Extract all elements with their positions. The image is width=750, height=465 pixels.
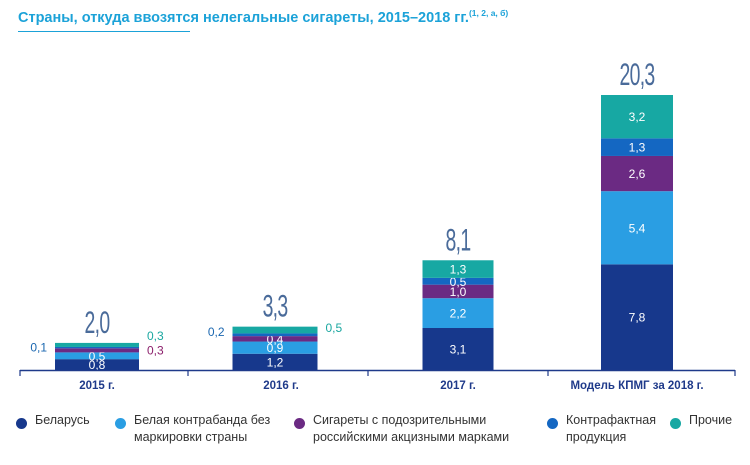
- category-label: 2017 г.: [440, 380, 476, 392]
- legend-swatch: [16, 418, 27, 429]
- data-label: 0,5: [89, 349, 106, 363]
- category-label: 2015 г.: [79, 380, 115, 392]
- bar-segment: [422, 328, 494, 370]
- data-label: 0,2: [208, 325, 225, 339]
- chart-title-refs: (1, 2, а, б): [468, 8, 509, 18]
- chart-title: Страны, откуда ввозятся нелегальные сига…: [18, 8, 508, 26]
- legend-item-belarus: Беларусь: [16, 412, 90, 429]
- data-label: 3,1: [450, 343, 467, 357]
- bar-segment: [601, 264, 673, 370]
- legend-item-other: Прочие: [670, 412, 732, 429]
- total-label: 3,3: [263, 290, 288, 324]
- bar-segment: [232, 336, 318, 342]
- legend-swatch: [670, 418, 681, 429]
- bar-segment: [232, 353, 318, 370]
- legend-swatch: [547, 418, 558, 429]
- data-label: 5,4: [629, 221, 646, 235]
- data-label: 2,6: [629, 167, 646, 181]
- legend-label: Сигареты с подозрительными российскими а…: [313, 413, 510, 444]
- bar-segment: [422, 284, 494, 299]
- data-label: 2,2: [450, 307, 467, 321]
- bar-segment: [232, 341, 318, 354]
- data-label: 1,0: [450, 285, 467, 299]
- data-label: 3,2: [629, 110, 646, 124]
- legend-item-suspicious-excise: Сигареты с подозрительными российскими а…: [294, 412, 509, 446]
- data-label: 0,5: [326, 321, 343, 335]
- legend-label: Контрафактная продукция: [566, 413, 656, 444]
- bar-segment: [232, 333, 318, 337]
- bar-segment: [55, 348, 139, 353]
- legend-item-white-contraband: Белая контрабанда без маркировки страны: [115, 412, 270, 446]
- data-label: 0,3: [147, 343, 164, 357]
- data-label: 7,8: [629, 311, 646, 325]
- legend-label: Прочие: [689, 413, 733, 427]
- total-label: 2,0: [85, 307, 110, 341]
- data-label: 1,2: [267, 355, 284, 369]
- bar-segment: [601, 95, 673, 139]
- legend-swatch: [294, 418, 305, 429]
- data-label: 0,1: [30, 341, 47, 355]
- bar-segment: [601, 155, 673, 192]
- bar-segment: [422, 277, 494, 285]
- data-label: 0,3: [147, 329, 164, 343]
- bar-segment: [55, 346, 139, 349]
- bar-segment: [601, 138, 673, 156]
- bar-segment: [55, 342, 139, 347]
- chart-title-text: Страны, откуда ввозятся нелегальные сига…: [18, 10, 469, 26]
- total-label: 8,1: [446, 224, 471, 258]
- bar-segment: [422, 260, 494, 278]
- category-label: Модель КПМГ за 2018 г.: [570, 380, 703, 392]
- bar-segment: [422, 298, 494, 329]
- bar-segment: [55, 352, 139, 360]
- data-label: 1,3: [450, 263, 467, 277]
- bar-segment: [55, 359, 139, 370]
- title-underline: [18, 31, 190, 32]
- legend-item-counterfeit: Контрафактная продукция: [547, 412, 656, 446]
- data-label: 0,5: [450, 275, 467, 289]
- legend-label: Белая контрабанда без маркировки страны: [134, 413, 271, 444]
- legend-swatch: [115, 418, 126, 429]
- category-label: 2016 г.: [263, 380, 299, 392]
- legend-label: Беларусь: [35, 413, 90, 427]
- bar-segment: [232, 326, 318, 334]
- total-label: 20,3: [620, 59, 655, 93]
- data-label: 0,9: [267, 341, 284, 355]
- bar-segment: [601, 191, 673, 265]
- data-label: 0,8: [89, 358, 106, 372]
- data-label: 1,3: [629, 141, 646, 155]
